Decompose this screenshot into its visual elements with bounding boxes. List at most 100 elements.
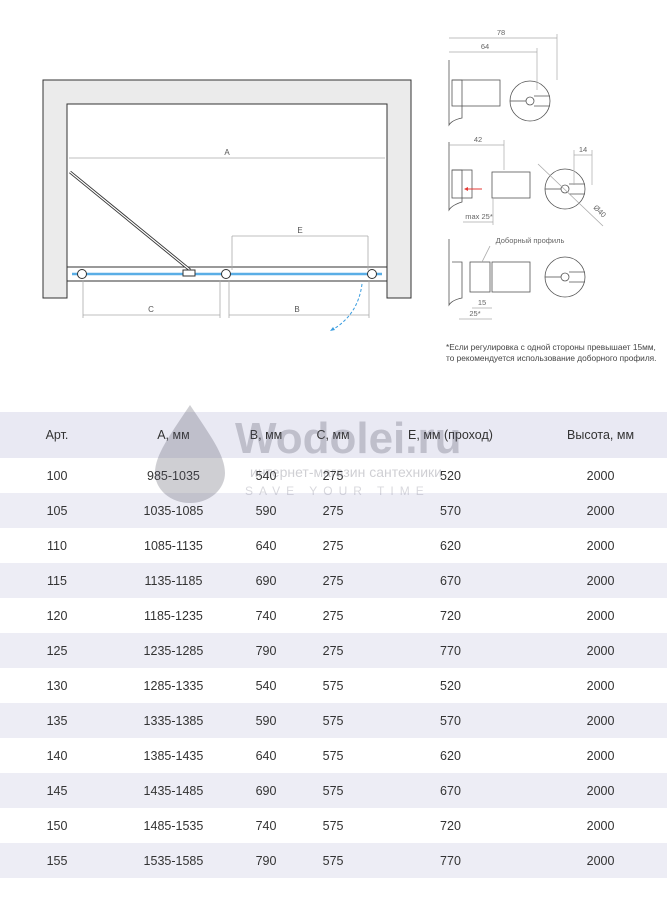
table-cell: 770	[366, 843, 535, 878]
table-cell: 575	[299, 703, 367, 738]
table-cell: 2000	[534, 703, 667, 738]
table-cell: 275	[299, 563, 367, 598]
table-row: 110 1085-1135 640 275 620 2000	[0, 528, 667, 563]
hinge	[77, 269, 87, 279]
table-cell: 590	[232, 493, 300, 528]
profile-section-1	[448, 60, 551, 127]
dimension-b-label: B	[294, 305, 299, 314]
profile-section-2	[448, 142, 604, 227]
hinge	[221, 269, 231, 279]
column-header: A, мм	[114, 412, 233, 458]
extra-profile-label: Доборный профиль	[496, 236, 565, 245]
table-row: 140 1385-1435 640 575 620 2000	[0, 738, 667, 773]
table-cell: 135	[0, 703, 114, 738]
table-cell: 690	[232, 773, 300, 808]
wall	[42, 79, 412, 299]
dim-78: 78	[497, 28, 505, 37]
technical-drawing: A E C B	[42, 28, 608, 331]
dim-max25: max 25*	[465, 212, 493, 221]
table-cell: 2000	[586, 468, 615, 483]
table-cell: 275	[322, 538, 344, 553]
table-cell: 125	[0, 633, 114, 668]
table-cell: 120	[46, 608, 68, 623]
door-swing-arrow	[331, 283, 363, 331]
table-row: 120 1185-1235 740 275 720 2000	[0, 598, 667, 633]
table-cell: 985-1035	[147, 468, 200, 483]
dim-42: 42	[474, 135, 482, 144]
dimension-lines	[69, 157, 385, 318]
table-cell: 145	[0, 773, 114, 808]
table-cell: 150	[46, 818, 68, 833]
table-cell: 2000	[586, 538, 615, 553]
table-cell: 2000	[534, 843, 667, 878]
table-cell: 2000	[586, 608, 615, 623]
table-cell: 790	[232, 633, 300, 668]
table-cell: 2000	[534, 773, 667, 808]
table-row: 100 985-1035 540 275 520 2000	[0, 458, 667, 493]
table-cell: 720	[440, 608, 461, 623]
adjustment-note: *Если регулировка с одной стороны превыш…	[446, 342, 656, 364]
note-line: то рекомендуется использование доборного…	[446, 353, 657, 363]
dim-15: 15	[478, 298, 486, 307]
table-cell: 570	[366, 493, 535, 528]
note-line: *Если регулировка с одной стороны превыш…	[446, 342, 656, 352]
table-cell: 575	[322, 678, 344, 693]
table-cell: 520	[440, 678, 461, 693]
table-cell: 590	[232, 703, 300, 738]
table-cell: 110	[47, 538, 67, 553]
dim-14: 14	[579, 145, 587, 154]
table-row: 105 1035-1085 590 275 570 2000	[0, 493, 667, 528]
table-cell: 690	[232, 563, 300, 598]
table-cell: 540	[255, 678, 277, 693]
table-row: 155 1535-1585 790 575 770 2000	[0, 843, 667, 878]
table-header-row: Арт. A, мм B, мм C, мм E, мм (проход) Высота,…	[0, 412, 667, 458]
shower-plan	[42, 79, 412, 299]
table-row: 135 1335-1385 590 575 570 2000	[0, 703, 667, 738]
table-cell: 1035-1085	[114, 493, 233, 528]
table-cell: 155	[0, 843, 114, 878]
table-cell: 1535-1585	[114, 843, 233, 878]
table-cell: 540	[255, 468, 277, 483]
table-cell: 575	[299, 843, 367, 878]
dim-25: 25*	[469, 309, 480, 318]
table-cell: 1385-1435	[143, 748, 204, 763]
size-table: Арт. A, мм B, мм C, мм E, мм (проход) Высота,…	[0, 412, 667, 878]
hinge	[367, 269, 377, 279]
dimension-e-label: E	[297, 226, 302, 235]
table-cell: 790	[232, 843, 300, 878]
table-cell: 2000	[586, 818, 615, 833]
table-cell: 740	[255, 818, 277, 833]
table-cell: 275	[322, 608, 344, 623]
dimension-a-label: A	[224, 148, 230, 157]
table-cell: 2000	[534, 493, 667, 528]
table-cell: 1335-1385	[114, 703, 233, 738]
table-cell: 1435-1485	[114, 773, 233, 808]
dimension-c-label: C	[148, 305, 154, 314]
table-cell: 670	[366, 773, 535, 808]
table-cell: 520	[440, 468, 461, 483]
table-cell: 275	[322, 468, 344, 483]
table-cell: 100	[46, 468, 68, 483]
table-cell: 570	[366, 703, 535, 738]
table-cell: 2000	[586, 748, 615, 763]
table-cell: 2000	[534, 563, 667, 598]
table-row: 125 1235-1285 790 275 770 2000	[0, 633, 667, 668]
table-cell: 2000	[586, 678, 615, 693]
table-cell: 1135-1185	[114, 563, 233, 598]
table-cell: 575	[299, 773, 367, 808]
table-cell: 1235-1285	[114, 633, 233, 668]
table-cell: 2000	[534, 633, 667, 668]
table-cell: 620	[440, 748, 461, 763]
table-cell: 640	[255, 748, 277, 763]
table-cell: 770	[366, 633, 535, 668]
column-header: E, мм (проход)	[366, 412, 535, 458]
table-cell: 575	[322, 818, 344, 833]
table-cell: 640	[255, 538, 277, 553]
table-cell: 130	[46, 678, 68, 693]
column-header: B, мм	[232, 412, 300, 458]
bar-clamp	[182, 269, 196, 277]
column-header: Арт.	[0, 412, 114, 458]
table-cell: 670	[366, 563, 535, 598]
table-cell: 140	[46, 748, 68, 763]
table-cell: 575	[322, 748, 344, 763]
